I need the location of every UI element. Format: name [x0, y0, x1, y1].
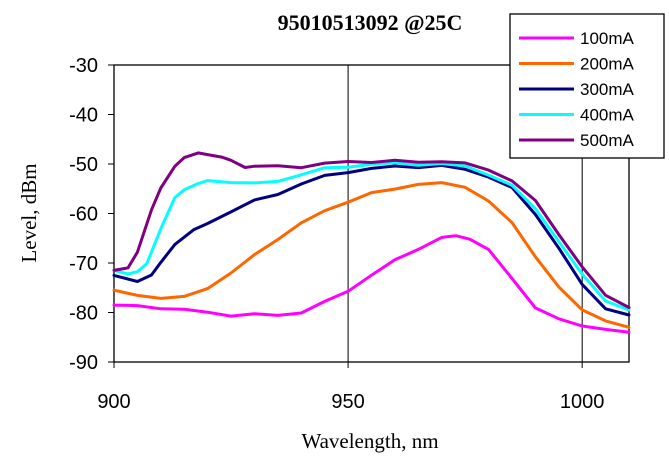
x-tick-label: 950 — [331, 391, 364, 413]
y-tick-label: -70 — [69, 253, 98, 275]
y-tick-label: -50 — [69, 154, 98, 176]
y-tick-label: -90 — [69, 352, 98, 374]
series-line-300mA — [112, 163, 631, 317]
series-line-400mA — [112, 161, 631, 312]
series-line-500mA — [112, 151, 631, 309]
x-axis-label: Wavelength, nm — [301, 429, 438, 453]
y-axis-label: Level, dBm — [17, 163, 41, 262]
series-line-100mA — [112, 234, 631, 334]
series-line-200mA — [112, 181, 631, 329]
y-tick-label: -80 — [69, 303, 98, 325]
y-tick-label: -40 — [69, 105, 98, 127]
legend-label: 500mA — [580, 131, 635, 150]
y-tick-label: -60 — [69, 204, 98, 226]
x-tick-labels: 900 950 1000 — [97, 391, 604, 413]
y-tick-labels: -30 -40 -50 -60 -70 -80 -90 — [69, 55, 98, 374]
legend-label: 300mA — [580, 80, 635, 99]
chart-title: 95010513092 @25C — [278, 10, 463, 35]
axis-ticks — [108, 64, 583, 368]
y-tick-label: -30 — [69, 55, 98, 77]
legend-label: 200mA — [580, 55, 635, 74]
x-tick-label: 1000 — [560, 391, 605, 413]
legend-label: 400mA — [580, 106, 635, 125]
legend: 100mA 200mA 300mA 400mA 500mA — [509, 13, 665, 159]
series-lines — [112, 151, 631, 334]
legend-label: 100mA — [580, 29, 635, 48]
x-tick-label: 900 — [97, 391, 130, 413]
